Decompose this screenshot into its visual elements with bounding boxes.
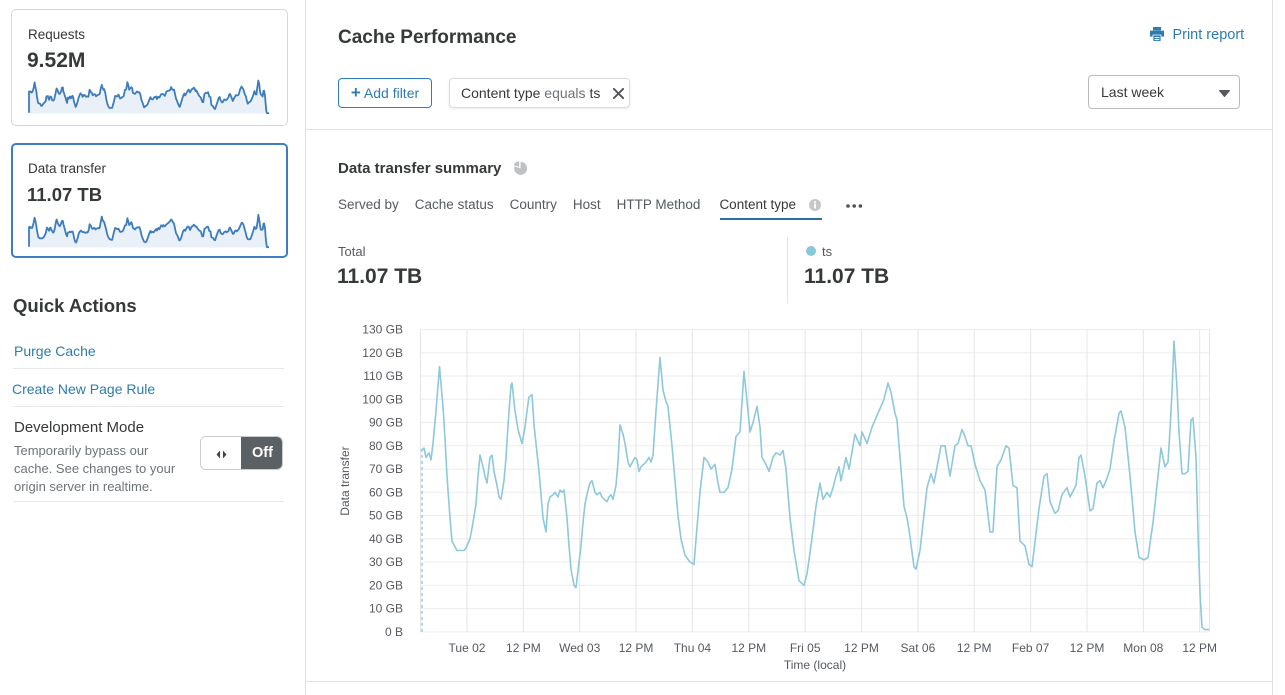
svg-text:10 GB: 10 GB [369,602,403,616]
svg-text:70 GB: 70 GB [369,462,403,476]
svg-text:12 PM: 12 PM [506,641,541,655]
svg-text:40 GB: 40 GB [369,532,403,546]
svg-text:12 PM: 12 PM [731,641,766,655]
svg-text:0 B: 0 B [385,625,403,639]
svg-text:100 GB: 100 GB [362,392,403,406]
svg-text:30 GB: 30 GB [369,555,403,569]
svg-text:Mon 08: Mon 08 [1123,641,1163,655]
svg-text:Data transfer: Data transfer [338,446,352,515]
svg-text:Fri 05: Fri 05 [790,641,821,655]
svg-text:20 GB: 20 GB [369,578,403,592]
svg-text:50 GB: 50 GB [369,509,403,523]
svg-text:12 PM: 12 PM [619,641,654,655]
svg-text:Feb 07: Feb 07 [1012,641,1050,655]
svg-text:12 PM: 12 PM [1070,641,1105,655]
svg-text:12 PM: 12 PM [957,641,992,655]
svg-text:60 GB: 60 GB [369,485,403,499]
svg-text:12 PM: 12 PM [844,641,879,655]
svg-text:12 PM: 12 PM [1182,641,1217,655]
svg-text:120 GB: 120 GB [362,346,403,360]
svg-text:Wed 03: Wed 03 [559,641,600,655]
svg-text:Tue 02: Tue 02 [449,641,486,655]
svg-text:130 GB: 130 GB [362,323,403,337]
svg-text:90 GB: 90 GB [369,416,403,430]
svg-text:Time (local): Time (local) [784,658,846,672]
svg-text:80 GB: 80 GB [369,439,403,453]
svg-text:110 GB: 110 GB [363,369,403,383]
svg-text:Sat 06: Sat 06 [901,641,936,655]
svg-text:Thu 04: Thu 04 [674,641,712,655]
